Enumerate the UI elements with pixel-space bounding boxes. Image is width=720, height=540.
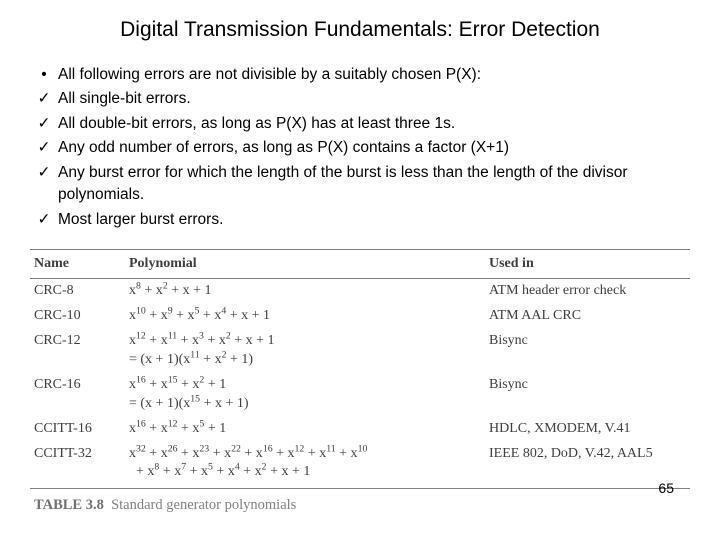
caption-text: Standard generator polynomials: [111, 497, 296, 513]
polynomial-table: Name Polynomial Used in CRC-8x8 + x2 + x…: [30, 249, 690, 489]
cell-usedin: ATM AAL CRC: [485, 304, 690, 329]
list-item: ✓ All double-bit errors, as long as P(X) …: [36, 113, 690, 135]
cell-name: CRC-10: [30, 304, 125, 329]
table-row: CRC-12x12 + x11 + x3 + x2 + x + 1= (x + …: [30, 329, 690, 373]
polynomial-table-wrap: Name Polynomial Used in CRC-8x8 + x2 + x…: [30, 249, 690, 514]
cell-usedin: HDLC, XMODEM, V.41: [485, 417, 690, 442]
check-icon: ✓: [36, 88, 52, 110]
table-row: CRC-16x16 + x15 + x2 + 1= (x + 1)(x15 + …: [30, 373, 690, 417]
list-item: • All following errors are not divisible …: [36, 64, 690, 86]
page-title: Digital Transmission Fundamentals: Error…: [30, 18, 690, 42]
list-item-text: Most larger burst errors.: [58, 211, 223, 228]
cell-name: CRC-8: [30, 279, 125, 304]
page-number: 65: [658, 480, 674, 496]
list-item-text: Any burst error for which the length of …: [58, 164, 628, 203]
cell-name: CRC-16: [30, 373, 125, 417]
list-item-text: All following errors are not divisible b…: [58, 66, 481, 83]
cell-polynomial: x12 + x11 + x3 + x2 + x + 1= (x + 1)(x11…: [125, 329, 485, 373]
table-caption: TABLE 3.8 Standard generator polynomials: [30, 497, 690, 514]
list-item: ✓ Most larger burst errors.: [36, 209, 690, 231]
list-item: ✓ All single-bit errors.: [36, 88, 690, 110]
list-item-text: All double-bit errors, as long as P(X) h…: [58, 115, 455, 132]
col-polynomial: Polynomial: [125, 250, 485, 279]
check-icon: ✓: [36, 162, 52, 184]
table-row: CCITT-16x16 + x12 + x5 + 1HDLC, XMODEM, …: [30, 417, 690, 442]
check-icon: ✓: [36, 113, 52, 135]
cell-polynomial: x16 + x15 + x2 + 1= (x + 1)(x15 + x + 1): [125, 373, 485, 417]
table-header-row: Name Polynomial Used in: [30, 250, 690, 279]
bullet-dot-icon: •: [36, 64, 52, 86]
check-icon: ✓: [36, 137, 52, 159]
bullet-list: • All following errors are not divisible …: [30, 64, 690, 231]
table-row: CRC-10x10 + x9 + x5 + x4 + x + 1ATM AAL …: [30, 304, 690, 329]
table-row: CCITT-32x32 + x26 + x23 + x22 + x16 + x1…: [30, 442, 690, 489]
table-body: CRC-8x8 + x2 + x + 1ATM header error che…: [30, 279, 690, 489]
cell-polynomial: x10 + x9 + x5 + x4 + x + 1: [125, 304, 485, 329]
cell-name: CCITT-32: [30, 442, 125, 489]
list-item-text: Any odd number of errors, as long as P(X…: [58, 139, 509, 156]
cell-polynomial: x32 + x26 + x23 + x22 + x16 + x12 + x11 …: [125, 442, 485, 489]
check-icon: ✓: [36, 209, 52, 231]
cell-usedin: Bisync: [485, 329, 690, 373]
cell-polynomial: x8 + x2 + x + 1: [125, 279, 485, 304]
cell-name: CRC-12: [30, 329, 125, 373]
list-item-text: All single-bit errors.: [58, 90, 191, 107]
col-name: Name: [30, 250, 125, 279]
list-item: ✓ Any odd number of errors, as long as P(…: [36, 137, 690, 159]
cell-usedin: Bisync: [485, 373, 690, 417]
list-item: ✓ Any burst error for which the length of…: [36, 162, 690, 207]
table-row: CRC-8x8 + x2 + x + 1ATM header error che…: [30, 279, 690, 304]
cell-name: CCITT-16: [30, 417, 125, 442]
cell-usedin: ATM header error check: [485, 279, 690, 304]
cell-polynomial: x16 + x12 + x5 + 1: [125, 417, 485, 442]
slide: Digital Transmission Fundamentals: Error…: [0, 0, 720, 514]
col-usedin: Used in: [485, 250, 690, 279]
caption-label: TABLE 3.8: [34, 497, 104, 513]
